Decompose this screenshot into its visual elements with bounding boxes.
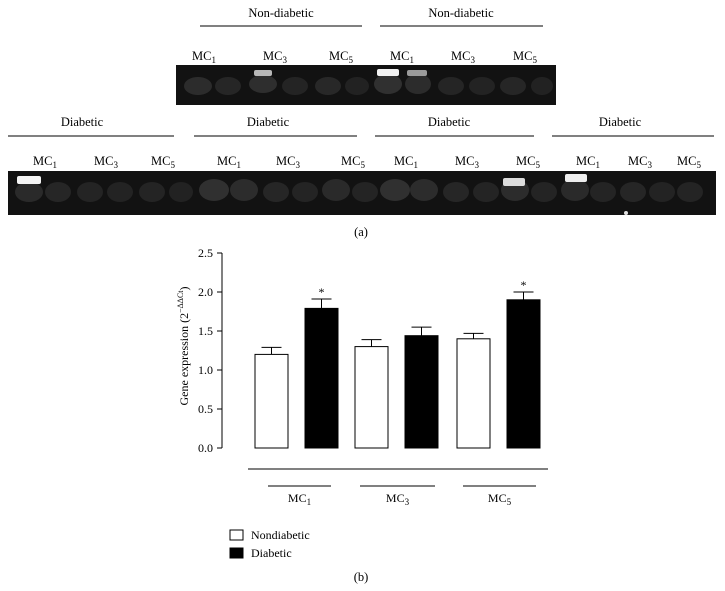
legend-label-diabetic: Diabetic <box>251 546 292 560</box>
legend-swatch-diabetic <box>229 547 244 559</box>
top-lane-label: MC3 <box>263 49 287 65</box>
gel-lanes-bottom <box>15 179 703 202</box>
category-groups: MC1 MC3 MC5 <box>268 485 536 507</box>
bar <box>254 353 289 449</box>
bar <box>404 335 439 449</box>
top-lane-label: MC1 <box>192 49 216 65</box>
bottom-lane-label: MC1 <box>33 154 57 170</box>
bottom-group-title-4: Diabetic <box>599 115 642 129</box>
bottom-lane-label: MC5 <box>151 154 175 170</box>
panel-a-label: (a) <box>354 225 368 239</box>
y-tick-label: 1.5 <box>198 324 213 338</box>
bar <box>456 338 491 449</box>
top-group-title-1: Non-diabetic <box>248 6 314 20</box>
bottom-lane-label: MC3 <box>276 154 300 170</box>
y-tick-label: 2.5 <box>198 246 213 260</box>
bottom-lane-label: MC3 <box>628 154 652 170</box>
bottom-group-title-2: Diabetic <box>247 115 290 129</box>
x-tick-label: MC3 <box>386 491 410 507</box>
y-tick-label: 2.0 <box>198 285 213 299</box>
bottom-lane-label: MC5 <box>341 154 365 170</box>
legend-swatch-nondiabetic <box>229 529 244 541</box>
significance-marker: * <box>319 285 325 299</box>
top-group-title-2: Non-diabetic <box>428 6 494 20</box>
y-axis-label: Gene expression (2−ΔΔCt) <box>176 287 191 406</box>
legend-label-nondiabetic: Nondiabetic <box>251 528 310 542</box>
bar <box>354 346 389 449</box>
bottom-group-title-1: Diabetic <box>61 115 104 129</box>
bars: ** <box>254 278 541 449</box>
bar <box>506 299 541 449</box>
y-tick-label: 0.5 <box>198 402 213 416</box>
y-ticks: 0.0 0.5 1.0 1.5 2.0 2.5 <box>198 246 222 455</box>
legend: Nondiabetic Diabetic <box>229 528 310 560</box>
top-lane-label: MC5 <box>513 49 537 65</box>
gel-panel: Non-diabetic Non-diabetic MC1 MC3 MC5 MC… <box>8 6 716 239</box>
top-lane-label: MC3 <box>451 49 475 65</box>
bar-chart: Gene expression (2−ΔΔCt) 0.0 0.5 1.0 1.5 2.0… <box>176 246 548 584</box>
bottom-lane-label: MC5 <box>516 154 540 170</box>
bottom-lane-label: MC1 <box>394 154 418 170</box>
top-lane-label: MC1 <box>390 49 414 65</box>
y-tick-label: 0.0 <box>198 441 213 455</box>
gel-bands-bottom <box>17 174 628 215</box>
bottom-lane-label: MC5 <box>677 154 701 170</box>
x-tick-label: MC5 <box>488 491 512 507</box>
y-tick-label: 1.0 <box>198 363 213 377</box>
top-lane-label: MC5 <box>329 49 353 65</box>
bar <box>304 307 339 449</box>
gel-lanes-top <box>184 74 553 95</box>
bottom-lane-label: MC3 <box>455 154 479 170</box>
bottom-lane-label: MC1 <box>576 154 600 170</box>
bottom-lane-label: MC3 <box>94 154 118 170</box>
significance-marker: * <box>521 278 527 292</box>
bottom-lane-label: MC1 <box>217 154 241 170</box>
gel-bands-top <box>254 69 427 76</box>
bottom-group-title-3: Diabetic <box>428 115 471 129</box>
panel-b-label: (b) <box>354 570 369 584</box>
x-tick-label: MC1 <box>288 491 311 507</box>
